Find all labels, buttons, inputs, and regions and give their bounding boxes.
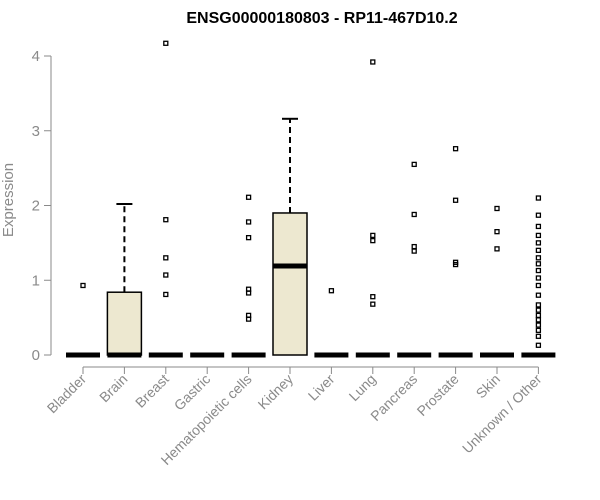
outlier-point [245,194,252,200]
outlier-point [245,316,252,322]
box-group [480,205,514,358]
y-tick-label: 2 [32,198,40,215]
outlier-point [535,307,542,313]
outlier-point [494,246,500,252]
y-tick-label: 1 [32,272,40,289]
box-group [272,117,308,356]
outlier-point [163,255,169,261]
outlier-point [535,333,542,339]
outlier-point [411,161,417,168]
box-group [521,195,556,358]
outlier-point [535,240,542,246]
outlier-point [163,217,169,223]
x-tick-label: Skin [473,371,504,402]
outlier-point [328,288,335,294]
x-tick-label: Lung [346,371,379,404]
outlier-point [245,234,252,241]
box-group [106,203,143,358]
outlier-point [535,212,542,218]
outlier-point [245,290,252,296]
outlier-point [535,232,542,239]
outlier-point [370,232,376,239]
boxes-layer [66,40,556,358]
outlier-point [370,59,376,65]
y-axis-label: Expression [0,163,17,237]
outlier-point [370,294,376,300]
box-group [355,59,390,358]
outlier-point [452,261,459,268]
outlier-point [535,302,542,308]
x-tick-label: Kidney [255,371,297,413]
box-group [231,194,266,358]
outlier-point [163,291,169,298]
outlier-point [452,146,459,152]
outlier-point [163,40,169,46]
outlier-point [535,223,542,230]
outlier-point [411,243,417,250]
box-iqr [106,291,143,356]
outlier-point [535,282,542,289]
x-tick-label: Bladder [44,371,90,417]
x-tick-label: Unknown / Other [459,371,545,457]
outlier-point [535,275,542,281]
x-tick-label: Brain [96,371,130,405]
y-axis: 0 1 2 3 4 [32,48,52,364]
x-tick-label: Liver [305,371,338,404]
outlier-point [535,261,542,267]
outlier-point [452,197,459,203]
outlier-point [535,292,542,298]
outlier-point [411,211,417,218]
outlier-point [494,229,500,235]
outlier-point [535,247,542,254]
outlier-point [535,317,542,323]
outlier-point [535,342,542,348]
outlier-point [535,327,542,333]
outlier-point [245,219,252,225]
box-group [397,161,432,358]
outlier-point [535,267,542,274]
box-group [438,146,473,358]
y-tick-label: 4 [32,48,40,65]
outlier-point [370,237,376,244]
box-group [314,288,349,358]
outlier-point [411,248,417,254]
box-group [66,282,100,358]
outlier-point [535,322,542,328]
y-tick-label: 3 [32,123,40,140]
chart-title: ENSG00000180803 - RP11-467D10.2 [186,10,457,27]
x-tick-label: Breast [132,371,172,411]
x-tick-label: Prostate [414,371,462,419]
outlier-point [535,312,542,319]
outlier-point [163,272,169,278]
box-iqr [272,212,308,356]
box-group [148,40,183,358]
outlier-point [535,255,542,261]
outlier-point [535,195,542,201]
outlier-point [494,205,500,212]
y-tick-label: 0 [32,347,40,364]
outlier-point [370,301,376,307]
outlier-point [80,282,86,289]
